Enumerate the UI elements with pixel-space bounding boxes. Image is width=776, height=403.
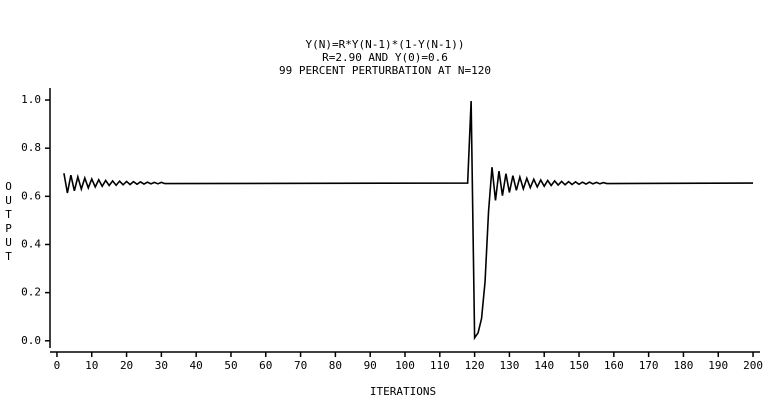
x-tick-label: 200 — [743, 359, 763, 372]
chart-title: Y(N)=R*Y(N-1)*(1-Y(N-1)) — [306, 38, 465, 51]
data-line — [63, 100, 754, 341]
x-tick-label: 50 — [224, 359, 237, 372]
x-tick-label: 180 — [673, 359, 693, 372]
x-tick-label: 150 — [569, 359, 589, 372]
x-tick-label: 190 — [708, 359, 728, 372]
y-tick-label: 0.2 — [21, 286, 41, 299]
x-tick-label: 10 — [85, 359, 98, 372]
x-tick-label: 40 — [190, 359, 203, 372]
x-tick-label: 70 — [294, 359, 307, 372]
x-tick-label: 30 — [155, 359, 168, 372]
x-axis-label: ITERATIONS — [370, 385, 436, 398]
x-tick-label: 170 — [639, 359, 659, 372]
x-tick-label: 160 — [604, 359, 624, 372]
x-tick-label: 110 — [430, 359, 450, 372]
x-tick-label: 140 — [534, 359, 554, 372]
x-tick-label: 0 — [54, 359, 61, 372]
x-tick-label: 20 — [120, 359, 133, 372]
chart-subtitle: R=2.90 AND Y(0)=0.6 — [322, 51, 448, 64]
x-tick-label: 100 — [395, 359, 415, 372]
y-tick-label: 0.8 — [21, 141, 41, 154]
x-tick-label: 130 — [499, 359, 519, 372]
y-tick-label: 1.0 — [21, 93, 41, 106]
y-tick-label: 0.4 — [21, 237, 41, 250]
annotation: 99 PERCENT PERTURBATION AT N=120 — [279, 64, 491, 77]
x-tick-label: 120 — [465, 359, 485, 372]
y-tick-label: 0.0 — [21, 334, 41, 347]
y-tick-label: 0.6 — [21, 189, 41, 202]
x-tick-label: 90 — [364, 359, 377, 372]
x-tick-label: 60 — [259, 359, 272, 372]
x-tick-label: 80 — [329, 359, 342, 372]
y-axis-label: OUTPUT — [2, 180, 15, 264]
